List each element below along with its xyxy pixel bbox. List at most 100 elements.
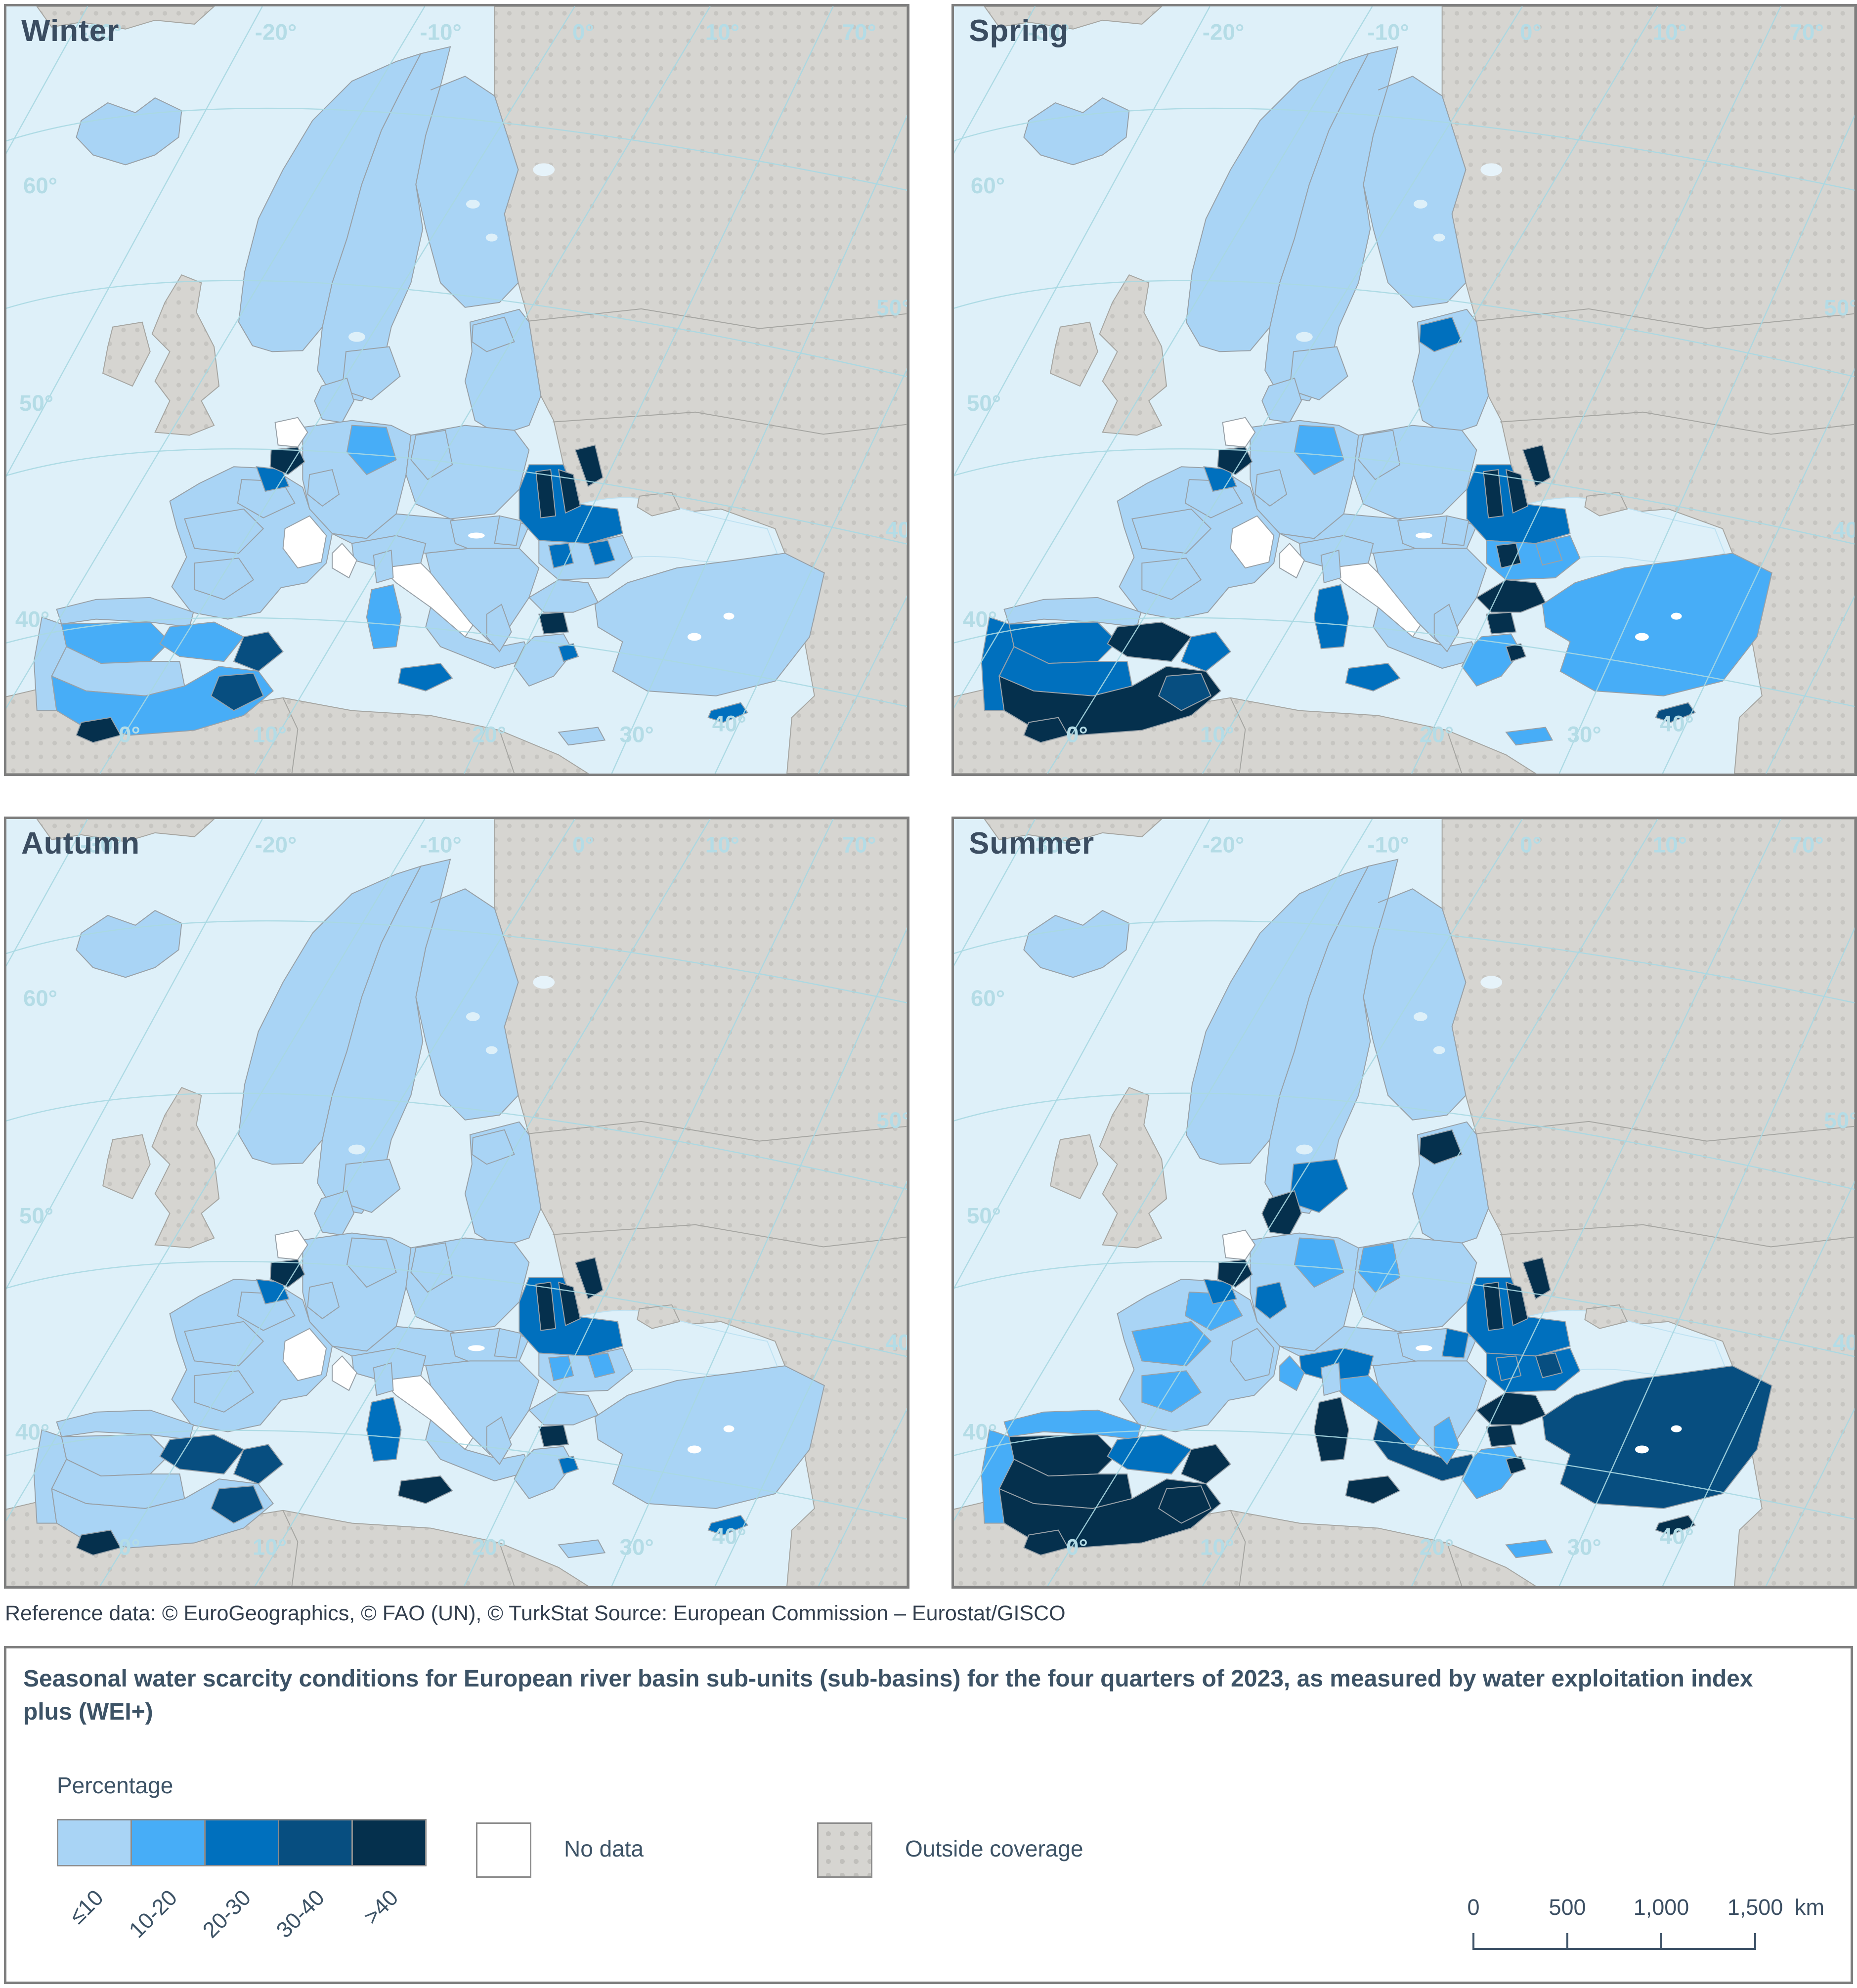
svg-text:-30°: -30° bbox=[80, 832, 122, 858]
svg-text:0°: 0° bbox=[1520, 20, 1542, 45]
svg-text:70°: 70° bbox=[842, 832, 876, 858]
reference-data-text: Reference data: © EuroGeographics, © FAO… bbox=[5, 1601, 1066, 1625]
season-label-summer: Summer bbox=[969, 826, 1095, 861]
svg-text:70°: 70° bbox=[1790, 832, 1824, 858]
wei-class-label: >40 bbox=[358, 1885, 403, 1930]
map-panel-autumn: -30° -20° -10° 0° 10° 70° 60° 50° 40° 0° 10° 20° 30°… bbox=[4, 817, 909, 1589]
svg-text:10°: 10° bbox=[705, 832, 739, 858]
svg-text:60°: 60° bbox=[23, 986, 57, 1011]
wei-class-swatch-20-30 bbox=[204, 1819, 279, 1866]
svg-text:20°: 20° bbox=[472, 722, 506, 747]
svg-text:10°: 10° bbox=[1200, 1534, 1234, 1559]
svg-text:40°: 40° bbox=[15, 1420, 49, 1445]
svg-text:-30°: -30° bbox=[1028, 20, 1069, 45]
scale-tick bbox=[1472, 1933, 1474, 1950]
svg-text:50°: 50° bbox=[19, 1203, 53, 1228]
svg-text:-20°: -20° bbox=[1203, 20, 1244, 45]
scale-tick bbox=[1754, 1933, 1756, 1950]
wei-class-swatch->40 bbox=[351, 1819, 427, 1866]
winter-map: -30° -20° -10° 0° 10° 70° 60° 50° 40° 0° 10° 20° 30°… bbox=[6, 6, 907, 774]
no-data-swatch bbox=[476, 1822, 531, 1878]
svg-text:0°: 0° bbox=[572, 832, 594, 858]
scale-bar-line bbox=[1473, 1948, 1756, 1950]
percentage-label: Percentage bbox=[57, 1772, 173, 1798]
wei-class-label: 20-30 bbox=[197, 1885, 256, 1943]
svg-text:0°: 0° bbox=[1520, 832, 1542, 858]
svg-text:40°: 40° bbox=[1833, 517, 1855, 542]
svg-text:40°: 40° bbox=[15, 607, 49, 632]
svg-text:-20°: -20° bbox=[255, 20, 297, 45]
svg-text:40°: 40° bbox=[963, 607, 997, 632]
wei-class-label: 10-20 bbox=[124, 1885, 182, 1943]
svg-text:-20°: -20° bbox=[1203, 832, 1244, 858]
svg-text:-10°: -10° bbox=[1367, 832, 1409, 858]
svg-text:40°: 40° bbox=[1660, 711, 1694, 736]
svg-text:-10°: -10° bbox=[1367, 20, 1409, 45]
map-panel-spring: -30° -20° -10° 0° 10° 70° 60° 50° 40° 0° 10° 20° 30°… bbox=[951, 4, 1857, 776]
svg-text:10°: 10° bbox=[1653, 20, 1687, 45]
svg-text:0°: 0° bbox=[1066, 722, 1088, 747]
season-label-winter: Winter bbox=[21, 14, 120, 48]
wei-class-swatch-10-20 bbox=[130, 1819, 206, 1866]
svg-text:60°: 60° bbox=[971, 173, 1005, 198]
svg-text:-30°: -30° bbox=[1028, 832, 1069, 858]
svg-text:60°: 60° bbox=[23, 173, 57, 198]
legend-box: Seasonal water scarcity conditions for E… bbox=[4, 1646, 1853, 1984]
wei-class-label: ≤10 bbox=[64, 1885, 109, 1929]
svg-text:0°: 0° bbox=[119, 1534, 140, 1559]
svg-text:30°: 30° bbox=[620, 1534, 654, 1559]
svg-text:20°: 20° bbox=[1420, 722, 1454, 747]
scale-number: 0 bbox=[1467, 1895, 1480, 1920]
summer-map: -30° -20° -10° 0° 10° 70° 60° 50° 40° 0° 10° 20° 30°… bbox=[954, 819, 1855, 1586]
svg-text:-30°: -30° bbox=[80, 20, 122, 45]
svg-text:-20°: -20° bbox=[255, 832, 297, 858]
map-panel-winter: -30° -20° -10° 0° 10° 70° 60° 50° 40° 0° 10° 20° 30°… bbox=[4, 4, 909, 776]
wei-class-swatch-≤10 bbox=[57, 1819, 132, 1866]
svg-text:10°: 10° bbox=[705, 20, 739, 45]
svg-text:10°: 10° bbox=[253, 722, 287, 747]
svg-text:40°: 40° bbox=[712, 1523, 746, 1549]
svg-text:10°: 10° bbox=[1200, 722, 1234, 747]
svg-text:-10°: -10° bbox=[420, 20, 461, 45]
svg-text:0°: 0° bbox=[119, 722, 140, 747]
svg-text:50°: 50° bbox=[1824, 1108, 1855, 1133]
svg-text:20°: 20° bbox=[472, 1534, 506, 1559]
svg-text:50°: 50° bbox=[1824, 295, 1855, 320]
spring-map: -30° -20° -10° 0° 10° 70° 60° 50° 40° 0° 10° 20° 30°… bbox=[954, 6, 1855, 774]
svg-text:40°: 40° bbox=[1660, 1523, 1694, 1549]
scale-tick bbox=[1660, 1933, 1662, 1950]
scale-number: 500 bbox=[1549, 1895, 1586, 1920]
season-label-autumn: Autumn bbox=[21, 826, 140, 861]
no-data-label: No data bbox=[564, 1836, 644, 1861]
outside-coverage-swatch bbox=[817, 1822, 872, 1878]
europe-basemap: -30° -20° -10° 0° 10° 70° 60° 50° 40° 0° 10° 20° 30°… bbox=[6, 6, 907, 774]
svg-text:-10°: -10° bbox=[420, 832, 461, 858]
seasonal-maps-grid: -30° -20° -10° 0° 10° 70° 60° 50° 40° 0° 10° 20° 30°… bbox=[4, 4, 1857, 1589]
svg-text:30°: 30° bbox=[620, 722, 654, 747]
svg-text:40°: 40° bbox=[885, 517, 907, 542]
scale-tick bbox=[1566, 1933, 1568, 1950]
color-ramp bbox=[57, 1819, 427, 1866]
svg-text:10°: 10° bbox=[1653, 832, 1687, 858]
svg-text:50°: 50° bbox=[967, 390, 1001, 416]
wei-class-swatch-30-40 bbox=[278, 1819, 353, 1866]
scale-number: 1,000 bbox=[1633, 1895, 1689, 1920]
svg-text:40°: 40° bbox=[1833, 1330, 1855, 1355]
svg-text:60°: 60° bbox=[971, 986, 1005, 1011]
svg-text:70°: 70° bbox=[842, 20, 876, 45]
svg-text:40°: 40° bbox=[885, 1330, 907, 1355]
svg-text:20°: 20° bbox=[1420, 1534, 1454, 1559]
svg-text:30°: 30° bbox=[1567, 722, 1601, 747]
svg-text:0°: 0° bbox=[1066, 1534, 1088, 1559]
figure-title: Seasonal water scarcity conditions for E… bbox=[23, 1666, 1753, 1726]
europe-basemap: -30° -20° -10° 0° 10° 70° 60° 50° 40° 0° 10° 20° 30°… bbox=[954, 819, 1855, 1586]
scale-number: 1,500 bbox=[1727, 1895, 1783, 1920]
europe-basemap: -30° -20° -10° 0° 10° 70° 60° 50° 40° 0° 10° 20° 30°… bbox=[954, 6, 1855, 774]
europe-basemap: -30° -20° -10° 0° 10° 70° 60° 50° 40° 0° 10° 20° 30°… bbox=[6, 819, 907, 1586]
svg-text:30°: 30° bbox=[1567, 1534, 1601, 1559]
outside-coverage-label: Outside coverage bbox=[905, 1836, 1083, 1861]
svg-text:10°: 10° bbox=[253, 1534, 287, 1559]
map-panel-summer: -30° -20° -10° 0° 10° 70° 60° 50° 40° 0° 10° 20° 30°… bbox=[951, 817, 1857, 1589]
scale-unit: km bbox=[1795, 1895, 1824, 1920]
svg-text:50°: 50° bbox=[876, 1108, 907, 1133]
